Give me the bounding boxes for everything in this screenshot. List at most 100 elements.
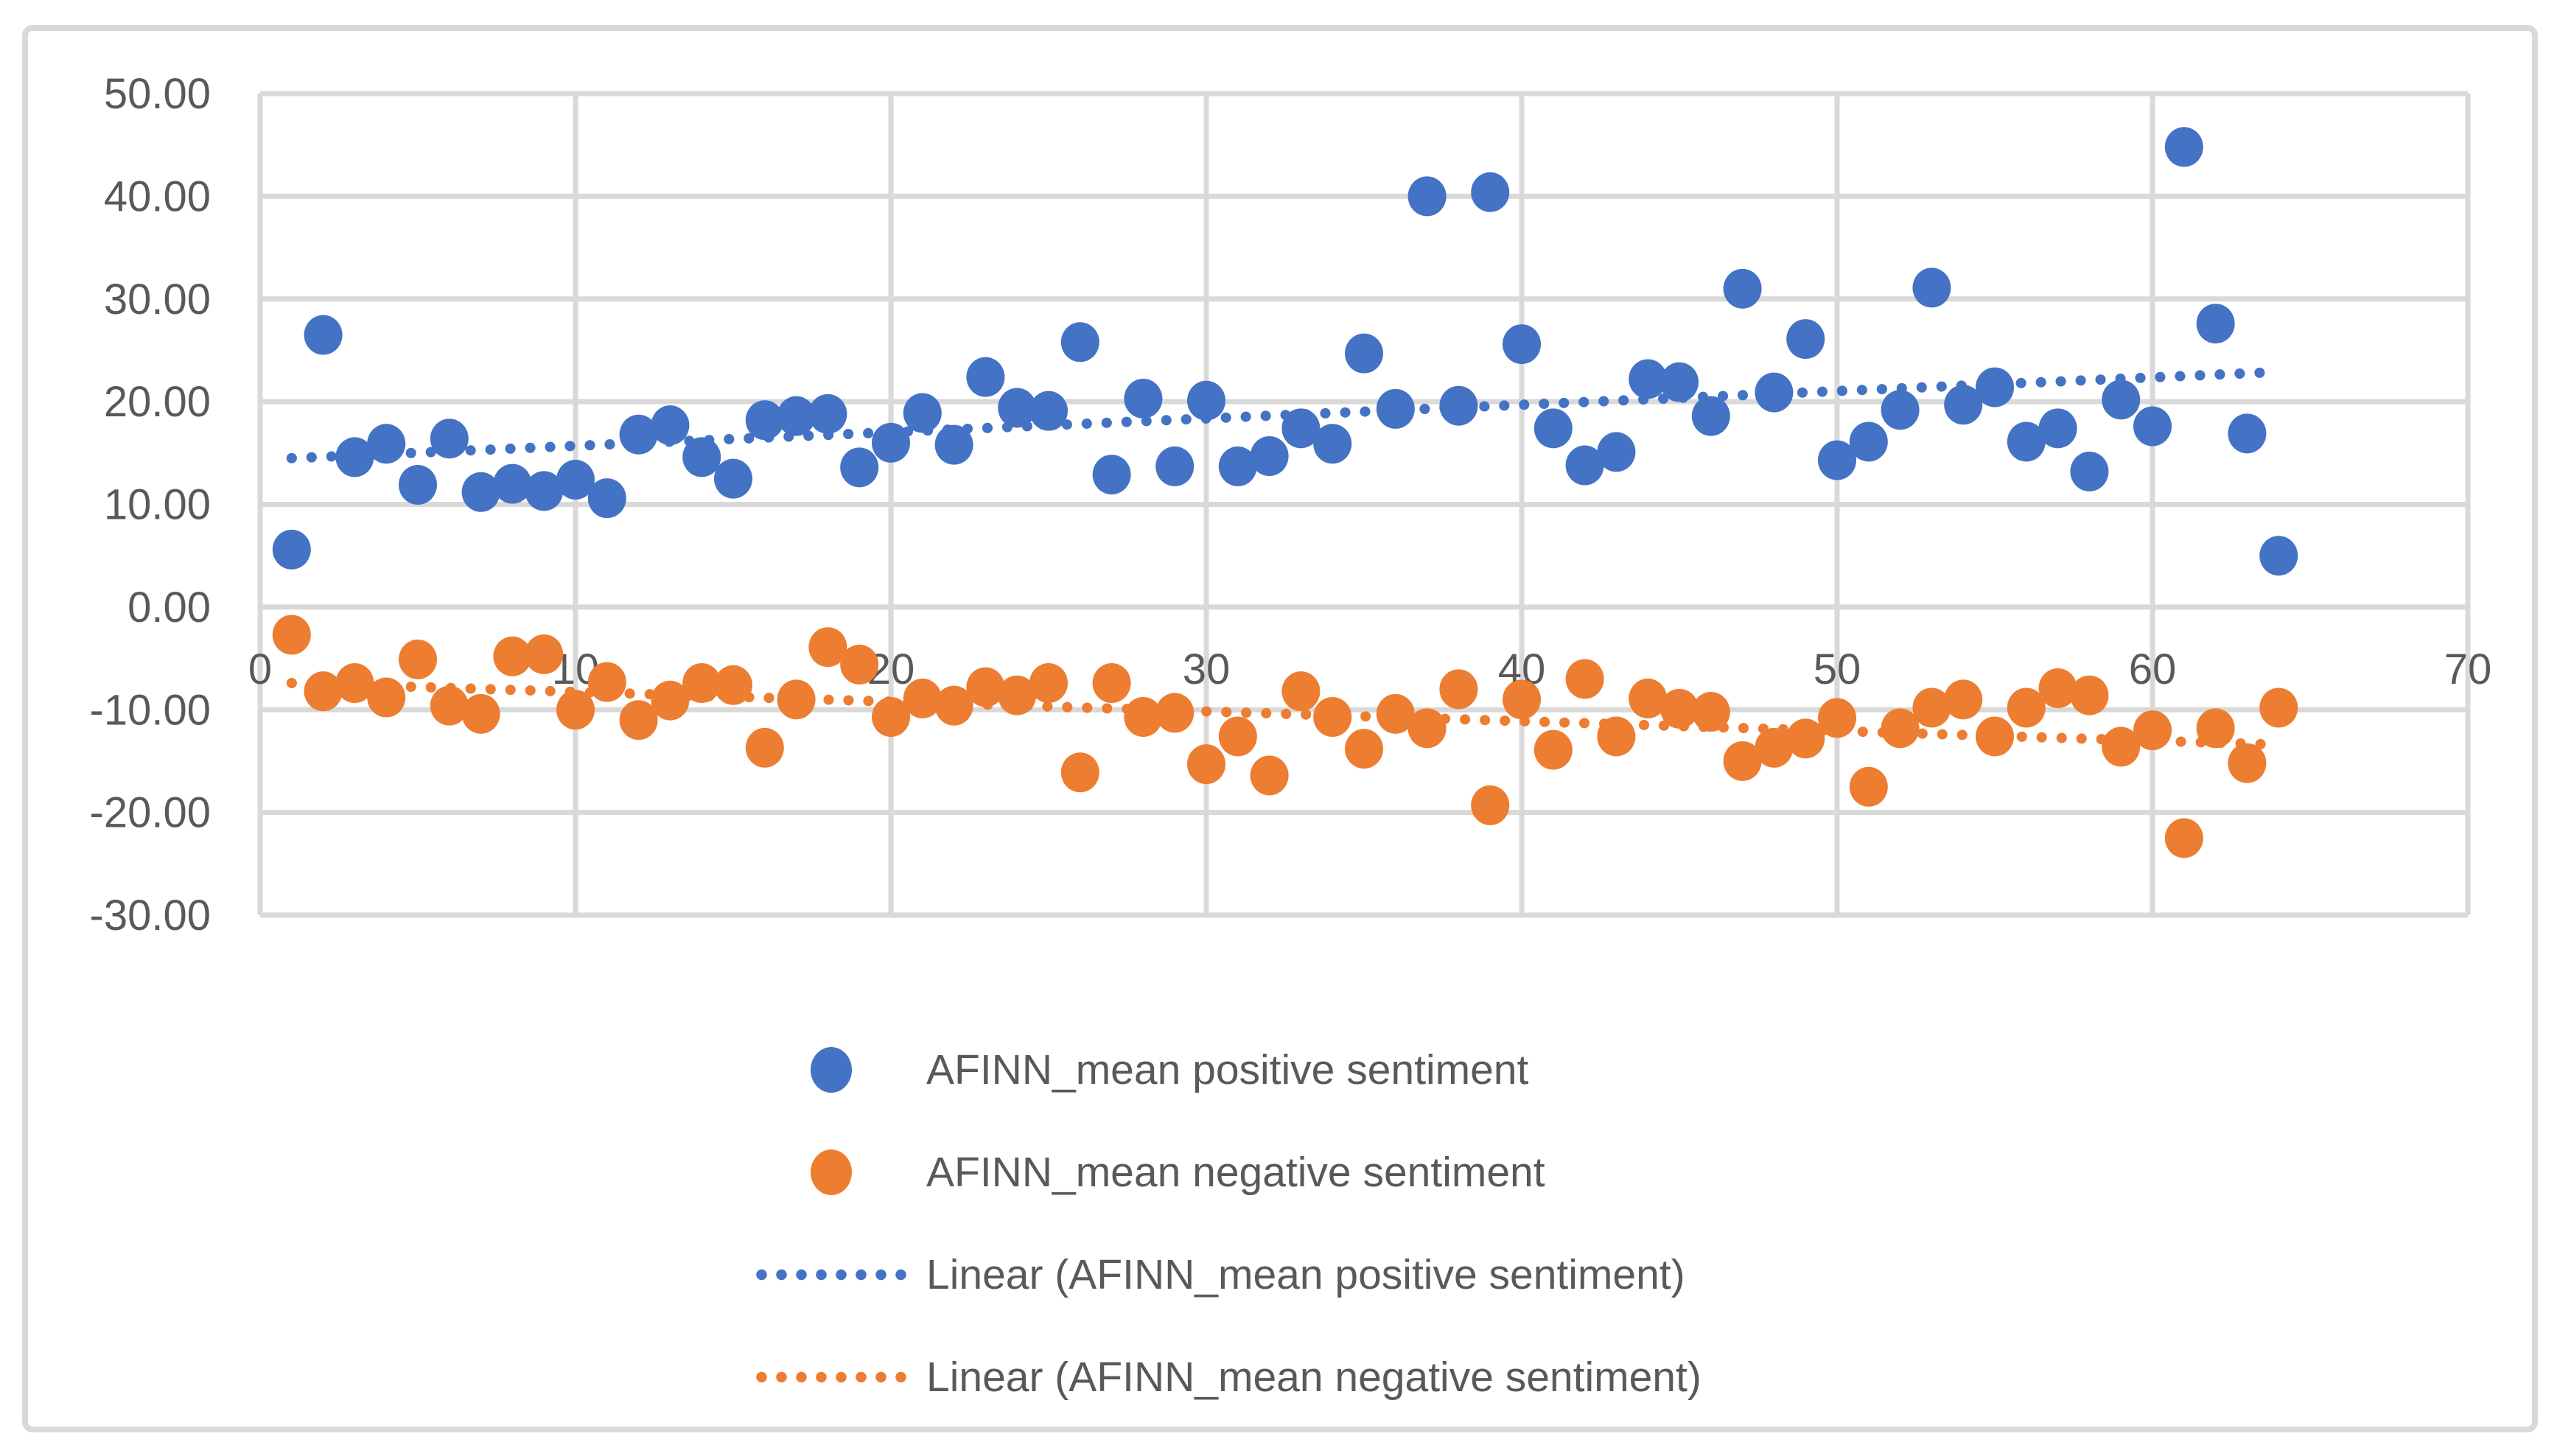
positive-data-point	[651, 405, 690, 446]
positive-data-point	[1218, 446, 1257, 486]
negative-data-point	[1345, 729, 1383, 769]
positive-data-point	[1533, 408, 1573, 449]
negative-data-point	[2007, 687, 2046, 728]
positive-data-point	[808, 393, 847, 434]
negative-data-point	[2196, 708, 2235, 749]
negative-data-point	[1218, 716, 1257, 757]
negative-trendline-dotted-line-icon	[752, 1371, 910, 1383]
negative-data-point	[556, 690, 595, 730]
negative-data-point	[304, 671, 343, 712]
negative-data-point	[998, 675, 1037, 715]
negative-data-point	[1281, 671, 1321, 712]
y-axis-tick-label: 0.00	[127, 584, 211, 631]
positive-data-point	[587, 478, 626, 519]
x-axis-tick-label: 70	[2444, 645, 2492, 693]
legend-label-negative-series: AFINN_mean negative sentiment	[926, 1148, 1545, 1196]
positive-data-point	[335, 437, 374, 477]
negative-data-point	[399, 639, 437, 679]
negative-data-point	[2164, 818, 2203, 858]
negative-data-point	[1660, 688, 1699, 729]
negative-data-point	[1533, 729, 1573, 770]
positive-data-point	[430, 419, 469, 459]
positive-data-point	[1376, 388, 1415, 429]
positive-data-point	[367, 424, 406, 464]
positive-data-point	[1723, 268, 1762, 309]
negative-data-point	[1976, 716, 2014, 757]
positive-data-point	[1281, 408, 1321, 449]
negative-data-point	[461, 693, 500, 734]
negative-data-point	[777, 679, 816, 720]
negative-data-point	[1376, 693, 1415, 734]
positive-data-point	[1944, 385, 1983, 425]
positive-data-point	[2164, 127, 2203, 167]
positive-data-point	[1849, 421, 1888, 462]
positive-data-point	[934, 424, 973, 465]
negative-data-point	[1060, 752, 1099, 793]
y-axis-tick-label: 30.00	[104, 276, 211, 323]
negative-data-point	[1629, 678, 1668, 718]
negative-data-point	[1407, 708, 1447, 749]
positive-data-point	[1439, 385, 1478, 426]
positive-data-point	[272, 529, 311, 570]
positive-data-point	[1060, 322, 1099, 363]
legend-item-positive-series: AFINN_mean positive sentiment	[752, 1018, 1702, 1121]
x-axis-tick-label: 30	[1183, 645, 1231, 693]
legend-item-negative-series: AFINN_mean negative sentiment	[752, 1121, 1702, 1223]
positive-data-point	[2259, 536, 2298, 576]
negative-data-point	[1092, 663, 1131, 704]
legend-label-positive-trendline: Linear (AFINN_mean positive sentiment)	[926, 1250, 1685, 1298]
positive-data-point	[1092, 455, 1131, 495]
positive-data-point	[2102, 379, 2141, 420]
negative-data-point	[1250, 755, 1289, 796]
positive-data-point	[2228, 413, 2267, 454]
negative-data-point	[367, 677, 406, 718]
legend-marker-box	[752, 1149, 910, 1195]
trendline	[286, 366, 2284, 463]
legend-marker-box	[752, 1371, 910, 1383]
positive-series-dot-icon	[810, 1046, 852, 1093]
positive-data-point	[1691, 396, 1730, 436]
positive-data-point	[2038, 408, 2077, 449]
negative-data-point	[682, 663, 721, 704]
positive-data-point	[1029, 391, 1068, 431]
negative-data-point	[1439, 669, 1478, 710]
negative-data-point	[1881, 708, 1920, 749]
negative-data-point	[525, 634, 564, 674]
positive-data-point	[304, 315, 343, 355]
positive-data-point	[1755, 372, 1794, 413]
positive-data-point	[1124, 378, 1163, 419]
negative-data-point	[1124, 697, 1163, 738]
negative-data-point	[651, 680, 690, 721]
positive-trendline-dotted-line-icon	[752, 1268, 910, 1281]
positive-data-point	[1503, 324, 1541, 365]
positive-data-point	[399, 465, 437, 505]
negative-data-point	[808, 627, 847, 668]
negative-data-point	[1471, 785, 1510, 825]
negative-data-point	[2259, 687, 2298, 728]
positive-data-point	[2196, 304, 2235, 344]
positive-data-point	[966, 357, 1005, 397]
negative-data-point	[903, 678, 942, 718]
legend-marker-box	[752, 1268, 910, 1281]
chart-legend: AFINN_mean positive sentiment AFINN_mean…	[752, 1018, 1702, 1428]
positive-data-point	[1597, 432, 1636, 472]
positive-data-point	[1660, 362, 1699, 402]
legend-label-negative-trendline: Linear (AFINN_mean negative sentiment)	[926, 1353, 1702, 1401]
positive-data-point	[1881, 390, 1920, 430]
positive-data-point	[1471, 172, 1510, 212]
positive-data-point	[1187, 380, 1225, 421]
negative-data-point	[430, 685, 469, 726]
negative-data-point	[2070, 675, 2109, 715]
positive-data-point	[1818, 440, 1856, 480]
y-axis-tick-label: -20.00	[90, 789, 211, 837]
positive-data-point	[2133, 406, 2172, 447]
positive-data-point	[1976, 367, 2014, 407]
negative-data-point	[714, 665, 752, 705]
negative-data-point	[1029, 663, 1068, 704]
negative-series-dot-icon	[810, 1149, 852, 1195]
positive-data-point	[2070, 451, 2109, 491]
positive-data-point	[525, 471, 564, 511]
negative-data-point	[335, 663, 374, 704]
positive-data-point	[903, 393, 942, 433]
